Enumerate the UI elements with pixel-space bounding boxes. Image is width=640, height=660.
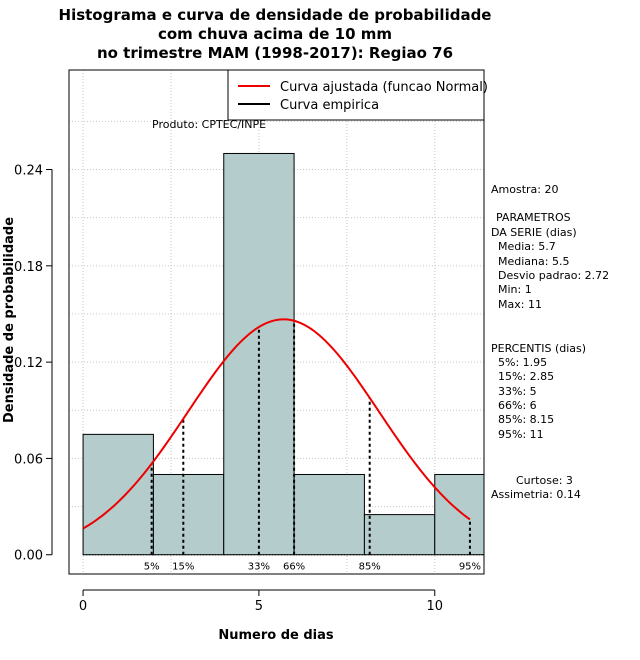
histogram-bar-1 bbox=[152, 473, 225, 556]
percentile-lines: 5% 15% 33% 66% 85% 95% bbox=[144, 320, 481, 573]
legend-box bbox=[227, 69, 485, 121]
stat-param-title-2: DA SERIE (dias) bbox=[491, 226, 577, 239]
histogram-bar-0 bbox=[82, 433, 154, 556]
stat-desvio: Desvio padrao: 2.72 bbox=[498, 269, 609, 282]
histogram-bar-3 bbox=[293, 473, 365, 556]
y-tick-label-1: 0.06 bbox=[14, 452, 43, 467]
x-tick-label-0: 0 bbox=[79, 599, 87, 614]
stat-p85: 85%: 8.15 bbox=[498, 413, 554, 426]
y-tick-label-2: 0.12 bbox=[14, 356, 43, 371]
chart-title-line-1: Histograma e curva de densidade de proba… bbox=[59, 6, 492, 24]
histogram-bar-4 bbox=[363, 514, 436, 556]
stat-p5: 5%: 1.95 bbox=[498, 356, 547, 369]
x-tick-label-1: 5 bbox=[255, 599, 263, 614]
stat-p15: 15%: 2.85 bbox=[498, 370, 554, 383]
percentile-label-5: 95% bbox=[459, 562, 481, 573]
stat-min: Min: 1 bbox=[498, 283, 532, 296]
percentile-label-3: 66% bbox=[283, 562, 305, 573]
axes: 0 5 10 0.00 0.06 0.12 0.18 0.24 bbox=[14, 164, 443, 614]
stat-assimetria: Assimetria: 0.14 bbox=[491, 488, 581, 501]
histogram-bars bbox=[82, 152, 485, 556]
y-tick-label-3: 0.18 bbox=[14, 260, 43, 275]
y-tick-label-4: 0.24 bbox=[14, 164, 43, 179]
x-axis-label: Numero de dias bbox=[218, 628, 334, 643]
percentile-label-1: 15% bbox=[172, 562, 194, 573]
stat-p95: 95%: 11 bbox=[498, 428, 544, 441]
y-axis-label: Densidade de probabilidade bbox=[2, 217, 17, 423]
stat-amostra: Amostra: 20 bbox=[491, 183, 558, 196]
stat-param-title-1: PARAMETROS bbox=[496, 211, 571, 224]
stat-p66: 66%: 6 bbox=[498, 399, 537, 412]
product-label: Produto: CPTEC/INPE bbox=[152, 118, 266, 131]
legend-label-empirical: Curva empirica bbox=[280, 98, 379, 113]
stat-media: Media: 5.7 bbox=[498, 240, 556, 253]
stat-curtose: Curtose: 3 bbox=[516, 474, 573, 487]
legend-label-normal: Curva ajustada (funcao Normal) bbox=[280, 80, 488, 95]
percentile-label-0: 5% bbox=[144, 562, 160, 573]
x-tick-label-2: 10 bbox=[426, 599, 443, 614]
stat-max: Max: 11 bbox=[498, 298, 542, 311]
normal-fit-curve bbox=[82, 318, 471, 530]
chart-title-line-2: com chuva acima de 10 mm bbox=[158, 25, 392, 43]
y-tick-label-0: 0.00 bbox=[14, 549, 43, 564]
stat-percentis-title: PERCENTIS (dias) bbox=[491, 342, 586, 355]
chart-title-line-3: no trimestre MAM (1998-2017): Regiao 76 bbox=[97, 44, 453, 62]
legend: Curva ajustada (funcao Normal) Curva emp… bbox=[227, 69, 488, 121]
stats-panel: Amostra: 20 PARAMETROS DA SERIE (dias) M… bbox=[491, 183, 609, 501]
percentile-label-4: 85% bbox=[359, 562, 381, 573]
stat-mediana: Mediana: 5.5 bbox=[498, 255, 569, 268]
stat-p33: 33%: 5 bbox=[498, 385, 537, 398]
histogram-bar-5 bbox=[434, 473, 485, 556]
percentile-label-2: 33% bbox=[248, 562, 270, 573]
